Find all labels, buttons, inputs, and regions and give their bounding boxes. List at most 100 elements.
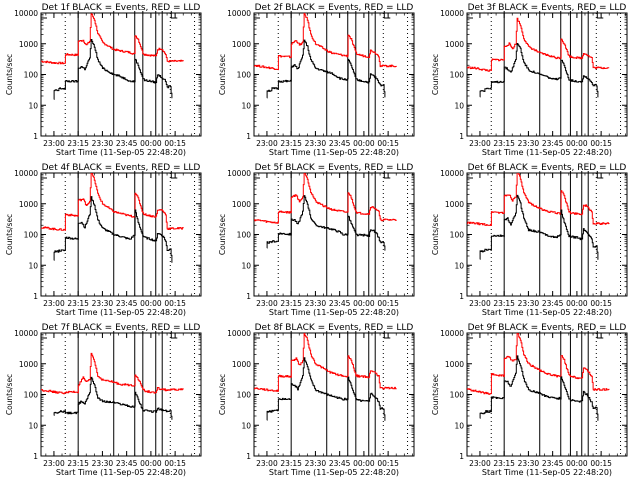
lld-series-line [254,333,397,392]
y-tick-label: 1 [33,132,38,141]
y-tick-label: 10000 [227,169,251,178]
x-tick-label: 23:30 [305,459,327,468]
y-axis-label: Counts/sec [431,214,440,255]
y-axis-label: Counts/sec [431,374,440,415]
y-tick-label: 10 [241,421,251,430]
y-tick-label: 10000 [14,329,38,338]
x-tick-label: 23:15 [493,299,515,308]
y-tick-label: 10000 [227,9,251,18]
x-tick-label: 23:00 [469,139,491,148]
y-tick-label: 100 [450,231,465,240]
x-tick-label: 00:15 [590,459,612,468]
y-axis-label: Counts/sec [218,54,227,95]
x-tick-label: 00:00 [353,459,375,468]
x-tick-label: 23:45 [542,299,564,308]
events-series-line [266,357,386,421]
lld-series-line [41,352,184,395]
x-tick-label: 23:00 [43,139,65,148]
x-tick-label: 23:30 [92,299,114,308]
y-tick-label: 100 [237,391,252,400]
y-tick-label: 10000 [14,169,38,178]
y-axis-label: Counts/sec [218,214,227,255]
x-tick-label: 23:30 [518,299,540,308]
x-tick-label: 00:00 [140,299,162,308]
x-tick-label: 23:15 [280,299,302,308]
x-tick-label: 00:15 [590,299,612,308]
y-tick-label: 100 [237,231,252,240]
y-tick-label: 100 [450,391,465,400]
y-tick-label: 1 [459,132,464,141]
y-axis-label: Counts/sec [5,214,14,255]
events-series-line [53,376,173,420]
chart-title: Det 6f BLACK = Events, RED = LLD [468,163,627,173]
chart-panel-3: Det 3f BLACK = Events, RED = LLD 1 10 100 10… [431,3,628,157]
y-tick-label: 10 [241,261,251,270]
y-tick-label: 1 [33,292,38,301]
bracket-marker [596,331,604,339]
y-tick-label: 10000 [440,9,464,18]
y-tick-label: 1000 [232,200,251,209]
lld-series-line [254,173,397,224]
y-tick-label: 100 [237,71,252,80]
bracket-marker [596,171,604,179]
events-series-line [479,43,599,98]
x-tick-label: 23:00 [256,139,278,148]
x-tick-label: 00:00 [140,459,162,468]
y-tick-label: 10 [454,101,464,110]
x-tick-label: 23:15 [493,459,515,468]
y-tick-label: 10000 [440,169,464,178]
x-tick-label: 23:30 [305,139,327,148]
x-tick-label: 23:15 [67,299,89,308]
x-tick-label: 23:00 [469,459,491,468]
y-tick-label: 100 [24,71,39,80]
lld-series-line [467,173,610,226]
y-tick-label: 10 [454,261,464,270]
x-tick-label: 23:30 [518,459,540,468]
events-series-line [53,39,173,100]
x-tick-label: 23:45 [329,459,351,468]
x-axis-label: Start Time (11-Sep-05 22:48:20) [56,148,186,157]
chart-panel-9: Det 9f BLACK = Events, RED = LLD 1 10 100 10… [431,323,628,477]
bracket-marker [596,11,604,19]
y-tick-label: 10 [28,261,38,270]
x-tick-label: 23:30 [92,139,114,148]
x-tick-label: 23:00 [469,299,491,308]
x-tick-label: 23:45 [116,299,138,308]
x-axis-label: Start Time (11-Sep-05 22:48:20) [56,308,186,317]
x-axis-label: Start Time (11-Sep-05 22:48:20) [482,468,612,477]
events-series-line [53,196,173,263]
x-tick-label: 23:45 [542,139,564,148]
events-series-line [479,355,599,421]
y-tick-label: 100 [24,231,39,240]
chart-title: Det 9f BLACK = Events, RED = LLD [468,323,627,333]
chart-panel-6: Det 6f BLACK = Events, RED = LLD 1 10 100 10… [431,163,628,317]
chart-title: Det 1f BLACK = Events, RED = LLD [42,3,201,13]
x-axis-label: Start Time (11-Sep-05 22:48:20) [269,308,399,317]
y-tick-label: 1000 [19,360,38,369]
x-tick-label: 23:30 [92,459,114,468]
x-tick-label: 23:45 [329,299,351,308]
y-tick-label: 10000 [227,329,251,338]
x-tick-label: 23:15 [280,459,302,468]
y-tick-label: 1 [459,292,464,301]
x-tick-label: 23:00 [256,299,278,308]
x-axis-label: Start Time (11-Sep-05 22:48:20) [269,148,399,157]
y-tick-label: 10000 [14,9,38,18]
lld-series-line [41,173,184,231]
x-tick-label: 23:45 [542,459,564,468]
chart-title: Det 8f BLACK = Events, RED = LLD [255,323,414,333]
x-tick-label: 23:15 [67,459,89,468]
chart-panel-2: Det 2f BLACK = Events, RED = LLD 1 10 100 10… [218,3,415,157]
x-tick-label: 00:00 [566,459,588,468]
x-tick-label: 23:00 [256,459,278,468]
y-tick-label: 1000 [232,40,251,49]
x-tick-label: 23:30 [305,299,327,308]
lld-series-line [254,13,397,71]
y-tick-label: 1000 [445,40,464,49]
lld-series-line [467,333,610,395]
bracket-marker [383,171,391,179]
y-tick-label: 1 [33,452,38,461]
bracket-marker [170,331,178,339]
x-tick-label: 23:30 [518,139,540,148]
